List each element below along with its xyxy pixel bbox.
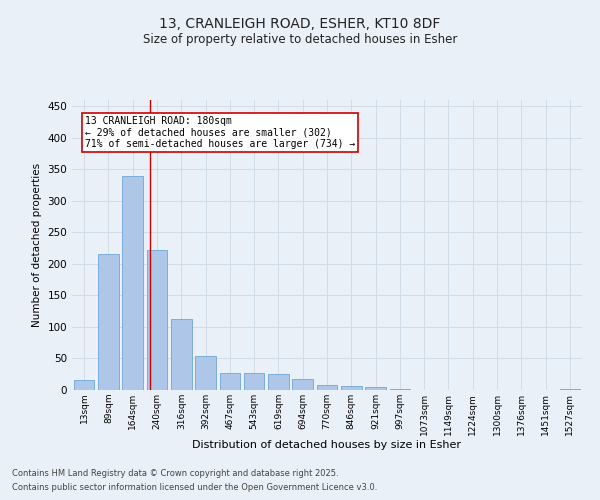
Bar (74, 380, 94, 390)
Text: Size of property relative to detached houses in Esher: Size of property relative to detached ho… (143, 32, 457, 46)
Bar (195, 356, 216, 390)
Bar (292, 378, 313, 390)
Bar (122, 176, 143, 390)
Bar (171, 320, 191, 390)
Text: 13, CRANLEIGH ROAD, ESHER, KT10 8DF: 13, CRANLEIGH ROAD, ESHER, KT10 8DF (160, 18, 440, 32)
Bar (268, 374, 289, 390)
Bar (317, 385, 337, 390)
Bar (146, 250, 167, 390)
Bar (365, 388, 386, 390)
Bar (220, 373, 240, 390)
X-axis label: Distribution of detached houses by size in Esher: Distribution of detached houses by size … (193, 440, 461, 450)
Bar (98, 254, 119, 390)
Text: Contains public sector information licensed under the Open Government Licence v3: Contains public sector information licen… (12, 484, 377, 492)
Bar (341, 386, 362, 390)
Text: Contains HM Land Registry data © Crown copyright and database right 2025.: Contains HM Land Registry data © Crown c… (12, 468, 338, 477)
Text: 13 CRANLEIGH ROAD: 180sqm
← 29% of detached houses are smaller (302)
71% of semi: 13 CRANLEIGH ROAD: 180sqm ← 29% of detac… (85, 116, 355, 149)
Y-axis label: Number of detached properties: Number of detached properties (32, 163, 42, 327)
Bar (244, 373, 265, 390)
